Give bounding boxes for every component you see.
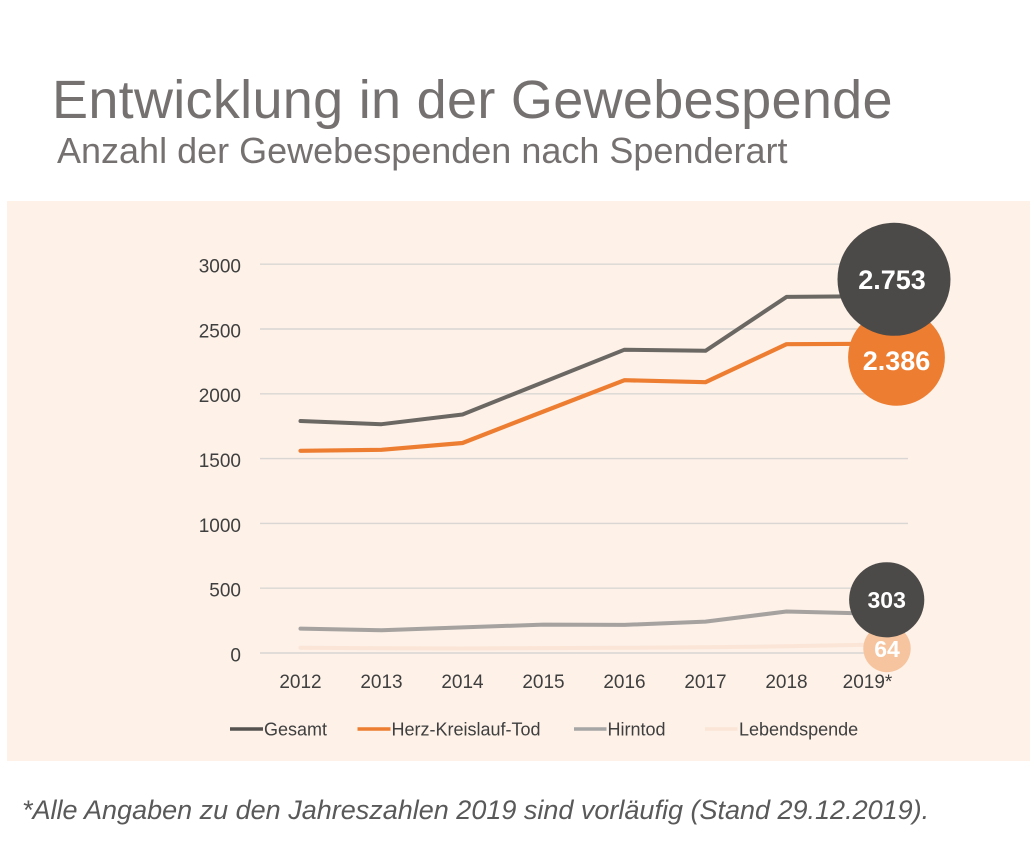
svg-text:Herz-Kreislauf-Tod: Herz-Kreislauf-Tod (392, 719, 541, 739)
svg-text:2.386: 2.386 (863, 346, 931, 376)
svg-text:1000: 1000 (199, 516, 241, 537)
svg-text:Hirntod: Hirntod (608, 719, 666, 739)
svg-text:64: 64 (874, 636, 900, 662)
svg-text:0: 0 (230, 645, 241, 666)
svg-text:2000: 2000 (199, 386, 241, 407)
svg-text:2013: 2013 (360, 672, 402, 693)
svg-text:2012: 2012 (279, 672, 321, 693)
svg-text:2019*: 2019* (843, 672, 893, 693)
svg-text:2015: 2015 (522, 672, 564, 693)
svg-text:303: 303 (868, 587, 906, 613)
svg-text:Gesamt: Gesamt (264, 719, 327, 739)
svg-text:2.753: 2.753 (858, 265, 926, 295)
svg-text:2018: 2018 (765, 672, 807, 693)
svg-text:2500: 2500 (199, 321, 241, 342)
svg-text:3000: 3000 (199, 257, 241, 278)
svg-text:Lebendspende: Lebendspende (739, 719, 858, 739)
svg-text:500: 500 (209, 581, 241, 602)
svg-text:2014: 2014 (441, 672, 484, 693)
svg-text:1500: 1500 (199, 451, 241, 472)
svg-text:2016: 2016 (603, 672, 645, 693)
svg-text:2017: 2017 (684, 672, 726, 693)
